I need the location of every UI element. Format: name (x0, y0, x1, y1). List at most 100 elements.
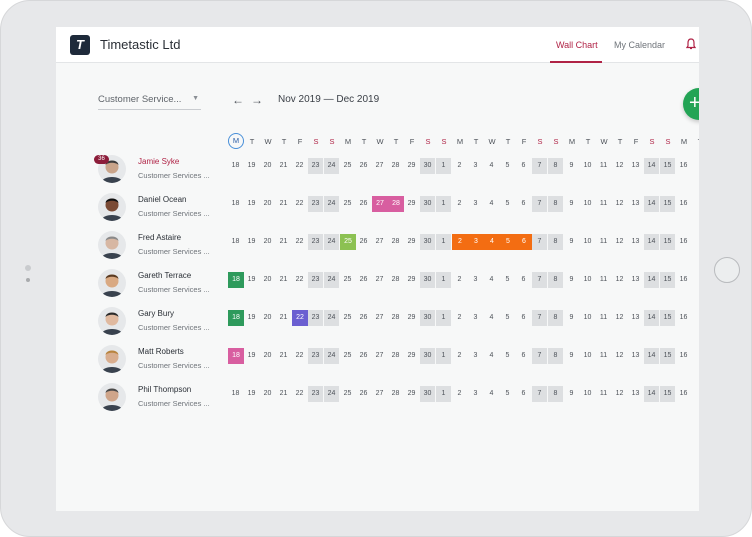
day-cell[interactable]: 20 (263, 314, 272, 321)
day-cell[interactable]: 4 (489, 276, 494, 283)
day-cell[interactable]: 30 (420, 348, 435, 364)
day-cell[interactable]: 7 (532, 386, 547, 402)
day-cell[interactable]: 12 (615, 162, 624, 169)
day-cell[interactable]: 24 (324, 310, 339, 326)
day-cell[interactable]: 15 (660, 196, 675, 212)
day-cell[interactable]: 29 (407, 162, 416, 169)
day-cell[interactable]: 27 (375, 352, 384, 359)
avatar[interactable] (98, 345, 126, 373)
day-cell[interactable]: 10 (583, 162, 592, 169)
day-cell[interactable]: 28 (391, 276, 400, 283)
day-cell[interactable]: 20 (263, 162, 272, 169)
day-cell[interactable]: 8 (548, 158, 563, 174)
arrow-right-icon[interactable]: → (251, 93, 263, 107)
day-cell[interactable]: 10 (583, 352, 592, 359)
day-cell[interactable]: 8 (548, 386, 563, 402)
day-cell[interactable]: 13 (631, 200, 640, 207)
day-cell[interactable]: 13 (631, 162, 640, 169)
avatar[interactable] (98, 155, 126, 183)
day-cell[interactable]: 11 (599, 352, 608, 359)
day-cell[interactable]: 2 (457, 200, 462, 207)
day-cell[interactable]: 7 (532, 158, 547, 174)
day-cell[interactable]: 19 (247, 314, 256, 321)
day-cell[interactable]: 4 (489, 314, 494, 321)
day-cell[interactable]: 9 (569, 162, 574, 169)
day-cell[interactable]: 26 (359, 200, 368, 207)
day-cell[interactable]: 23 (308, 310, 323, 326)
day-cell[interactable]: 21 (279, 162, 288, 169)
day-cell[interactable]: 8 (548, 272, 563, 288)
day-cell[interactable]: 19 (247, 390, 256, 397)
day-cell[interactable]: 19 (247, 352, 256, 359)
day-cell[interactable]: 1 (436, 234, 451, 250)
leave-day-cell[interactable]: 25 (340, 234, 356, 250)
day-cell[interactable]: 25 (343, 390, 352, 397)
day-cell[interactable]: 10 (583, 390, 592, 397)
day-cell[interactable]: 29 (407, 276, 416, 283)
day-cell[interactable]: 18 (231, 238, 240, 245)
day-cell[interactable]: 7 (532, 348, 547, 364)
day-cell[interactable]: 22 (295, 238, 304, 245)
day-cell[interactable]: 25 (343, 276, 352, 283)
day-cell[interactable]: 27 (375, 390, 384, 397)
day-cell[interactable]: 21 (279, 352, 288, 359)
day-cell[interactable]: 10 (583, 200, 592, 207)
leave-day-cell[interactable]: 5 (500, 234, 516, 250)
day-cell[interactable]: 22 (295, 276, 304, 283)
day-cell[interactable]: 24 (324, 196, 339, 212)
day-cell[interactable]: 21 (279, 238, 288, 245)
day-cell[interactable]: 1 (436, 386, 451, 402)
day-cell[interactable]: 25 (343, 200, 352, 207)
day-cell[interactable]: 2 (457, 314, 462, 321)
day-cell[interactable]: 4 (489, 200, 494, 207)
day-cell[interactable]: 6 (521, 276, 526, 283)
avatar[interactable] (98, 383, 126, 411)
day-cell[interactable]: 5 (505, 314, 510, 321)
day-cell[interactable]: 28 (391, 238, 400, 245)
day-cell[interactable]: 24 (324, 348, 339, 364)
day-cell[interactable]: 14 (644, 348, 659, 364)
day-cell[interactable]: 12 (615, 238, 624, 245)
day-cell[interactable]: 21 (279, 390, 288, 397)
day-cell[interactable]: 29 (407, 200, 416, 207)
day-cell[interactable]: 12 (615, 390, 624, 397)
day-cell[interactable]: 9 (569, 276, 574, 283)
day-cell[interactable]: 19 (247, 200, 256, 207)
day-cell[interactable]: 11 (599, 276, 608, 283)
day-cell[interactable]: 1 (436, 158, 451, 174)
day-cell[interactable]: 22 (295, 352, 304, 359)
day-cell[interactable]: 19 (247, 162, 256, 169)
day-cell[interactable]: 8 (548, 234, 563, 250)
day-cell[interactable]: 23 (308, 348, 323, 364)
day-cell[interactable]: 28 (391, 390, 400, 397)
day-cell[interactable]: 9 (569, 200, 574, 207)
leave-day-cell[interactable]: 2 (452, 234, 468, 250)
day-cell[interactable]: 26 (359, 162, 368, 169)
day-cell[interactable]: 14 (644, 158, 659, 174)
day-cell[interactable]: 21 (279, 276, 288, 283)
day-cell[interactable]: 10 (583, 238, 592, 245)
day-cell[interactable]: 29 (407, 352, 416, 359)
day-cell[interactable]: 4 (489, 162, 494, 169)
day-cell[interactable]: 23 (308, 196, 323, 212)
day-cell[interactable]: 22 (295, 390, 304, 397)
day-cell[interactable]: 3 (473, 276, 478, 283)
day-cell[interactable]: 14 (644, 196, 659, 212)
tab-my-calendar[interactable]: My Calendar (614, 40, 666, 50)
avatar[interactable] (98, 231, 126, 259)
day-cell[interactable]: 6 (521, 200, 526, 207)
leave-day-cell[interactable]: 4 (484, 234, 500, 250)
day-cell[interactable]: 6 (521, 352, 526, 359)
day-cell[interactable]: 25 (343, 162, 352, 169)
day-cell[interactable]: 18 (231, 200, 240, 207)
day-cell[interactable]: 12 (615, 200, 624, 207)
day-cell[interactable]: 30 (420, 310, 435, 326)
day-cell[interactable]: 1 (436, 196, 451, 212)
day-cell[interactable]: 27 (375, 276, 384, 283)
day-cell[interactable]: 13 (631, 276, 640, 283)
day-cell[interactable]: 3 (473, 390, 478, 397)
day-cell[interactable]: 14 (644, 234, 659, 250)
day-cell[interactable]: 16 (679, 390, 688, 397)
day-cell[interactable]: 21 (279, 200, 288, 207)
day-cell[interactable]: 16 (679, 352, 688, 359)
